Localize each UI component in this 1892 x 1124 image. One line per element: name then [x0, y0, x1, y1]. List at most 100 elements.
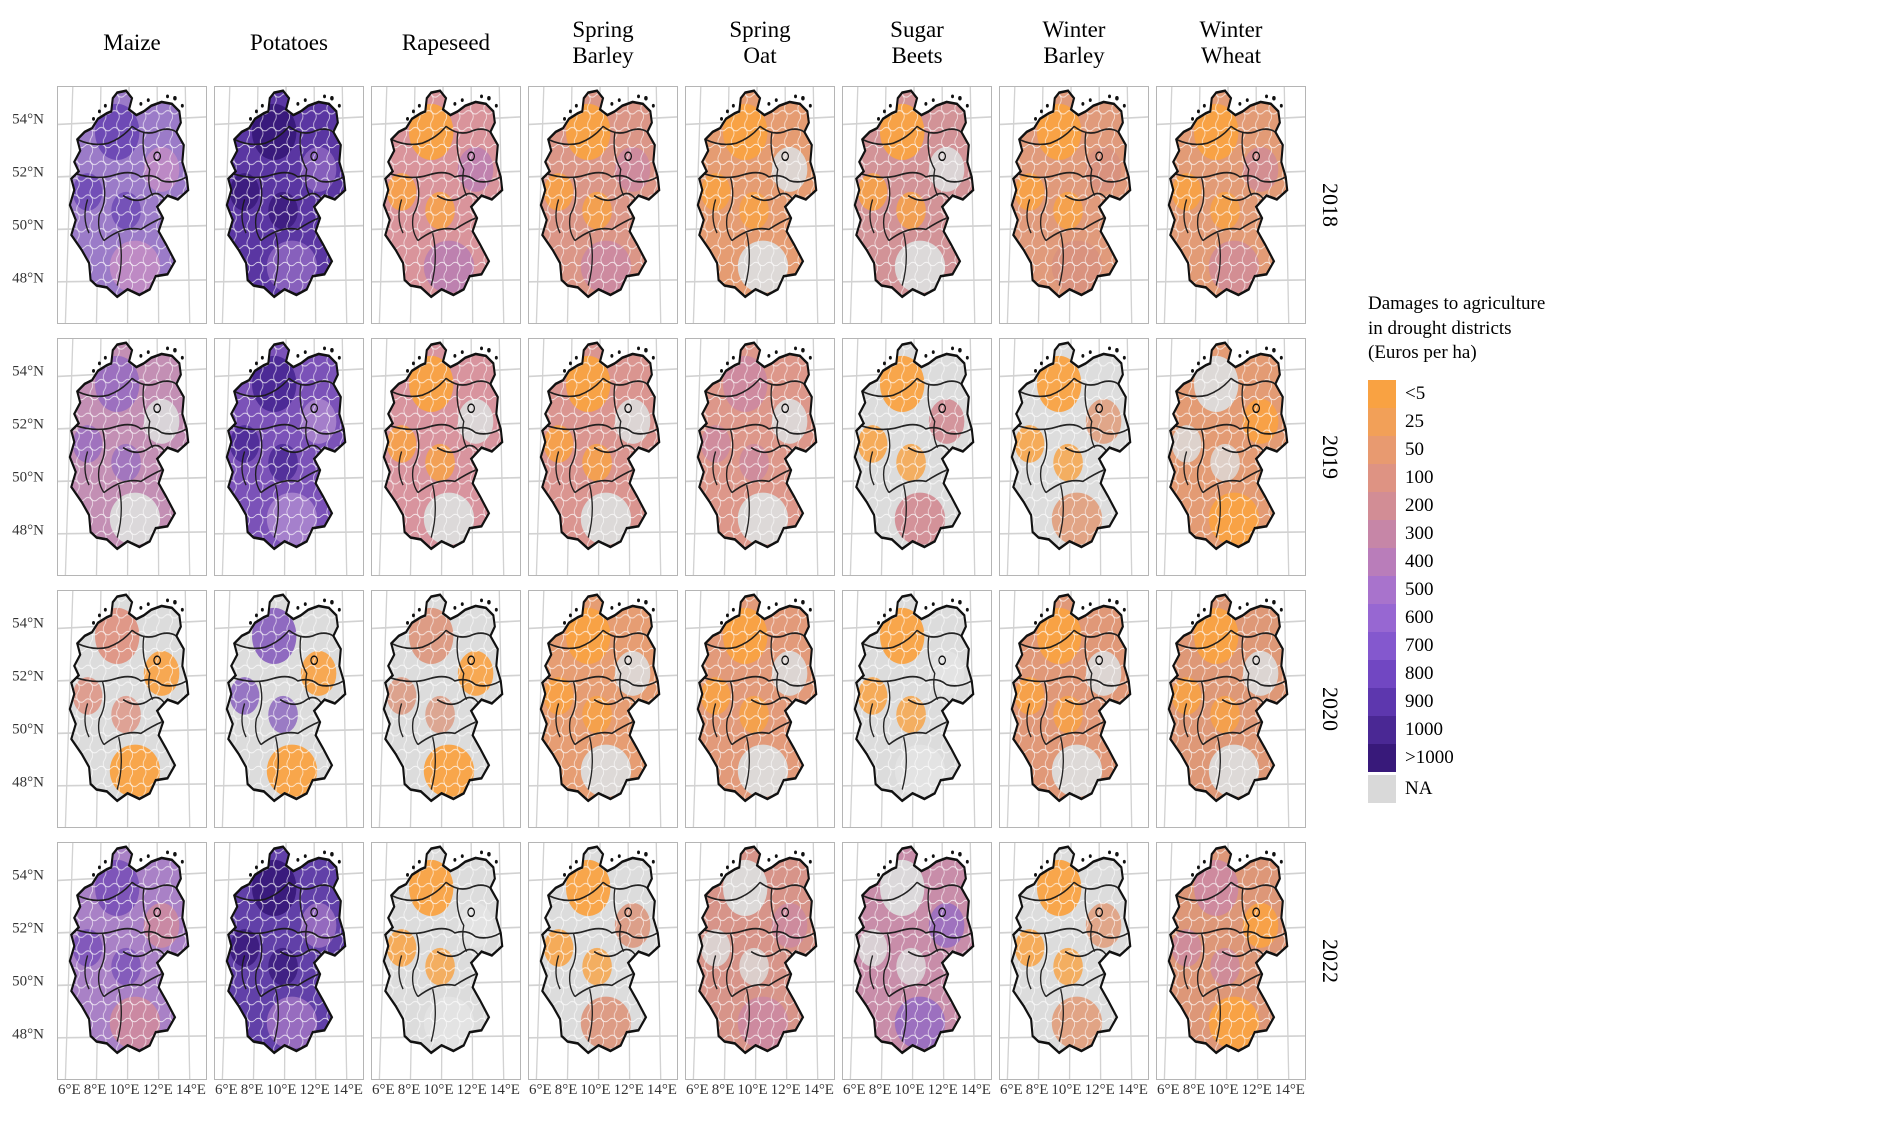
choropleth-map-spring_oat-2018	[686, 87, 834, 323]
berlin-enclave-outline	[938, 151, 947, 162]
x-tick-label: 10°E	[737, 1082, 768, 1098]
berlin-enclave-outline	[467, 907, 476, 918]
berlin-enclave-outline	[624, 655, 633, 666]
choropleth-map-winter_barley-2018	[1000, 87, 1148, 323]
coast-islands	[406, 94, 498, 121]
choropleth-map-maize-2020	[58, 591, 206, 827]
state-borders	[1173, 377, 1287, 538]
coast-islands	[1191, 94, 1283, 121]
legend-label: 300	[1405, 523, 1434, 545]
y-tick-label: 48°N	[12, 522, 44, 539]
map-panel-potatoes-2018	[214, 86, 364, 324]
x-tick-label: 12°E	[927, 1082, 958, 1098]
map-panel-rapeseed-2019	[371, 338, 521, 576]
coast-islands	[1191, 850, 1283, 877]
x-tick-label: 10°E	[266, 1082, 297, 1098]
x-tick-label: 14°E	[489, 1082, 520, 1098]
berlin-enclave-outline	[1252, 655, 1261, 666]
berlin-enclave-outline	[153, 151, 162, 162]
choropleth-map-rapeseed-2019	[372, 339, 520, 575]
x-tick-label: 12°E	[1084, 1082, 1115, 1098]
x-tick-label: 8°E	[1025, 1082, 1049, 1098]
legend-entry-5: <5	[1368, 380, 1598, 409]
x-axis-labels-spring_oat: 6°E 8°E 10°E 12°E 14°E	[685, 1082, 835, 1099]
berlin-enclave-outline	[938, 403, 947, 414]
x-tick-label: 14°E	[175, 1082, 206, 1098]
choropleth-map-spring_barley-2019	[529, 339, 677, 575]
legend-entry-25: 25	[1368, 408, 1598, 437]
x-tick-label: 10°E	[1208, 1082, 1239, 1098]
map-panel-potatoes-2022	[214, 842, 364, 1080]
y-tick-label: 54°N	[12, 363, 44, 380]
berlin-enclave-outline	[1095, 151, 1104, 162]
state-borders	[859, 377, 973, 538]
legend-entry-600: 600	[1368, 604, 1598, 633]
map-panel-winter_wheat-2019	[1156, 338, 1306, 576]
y-tick-label: 48°N	[12, 1026, 44, 1043]
legend-label: 100	[1405, 467, 1434, 489]
x-tick-label: 6°E	[1000, 1082, 1023, 1098]
map-panel-sugar_beets-2022	[842, 842, 992, 1080]
coast-islands	[1191, 346, 1283, 373]
column-headers: Maize Potatoes Rapeseed Spring Barley Spring O…	[57, 6, 1306, 80]
coast-islands	[249, 94, 341, 121]
coast-islands	[720, 94, 812, 121]
x-axis-labels-winter_barley: 6°E 8°E 10°E 12°E 14°E	[999, 1082, 1149, 1099]
legend-entry-300: 300	[1368, 520, 1598, 549]
state-borders	[74, 881, 188, 1042]
map-panel-rapeseed-2022	[371, 842, 521, 1080]
choropleth-map-spring_barley-2018	[529, 87, 677, 323]
x-tick-label: 12°E	[299, 1082, 330, 1098]
x-axis-labels-sugar_beets: 6°E 8°E 10°E 12°E 14°E	[842, 1082, 992, 1099]
x-tick-label: 8°E	[397, 1082, 421, 1098]
legend-swatch	[1368, 520, 1396, 549]
berlin-enclave-outline	[310, 403, 319, 414]
coast-islands	[406, 850, 498, 877]
x-axis-labels-spring_barley: 6°E 8°E 10°E 12°E 14°E	[528, 1082, 678, 1099]
legend-label: 800	[1405, 663, 1434, 685]
state-borders	[859, 629, 973, 790]
row-label-2019: 2019	[1318, 435, 1343, 479]
y-axis-labels: 54°N 52°N 50°N 48°N	[0, 338, 50, 576]
state-borders	[702, 377, 816, 538]
state-borders	[388, 377, 502, 538]
coast-islands	[1034, 850, 1126, 877]
x-tick-label: 14°E	[646, 1082, 677, 1098]
map-panel-spring_oat-2022	[685, 842, 835, 1080]
legend-entry-400: 400	[1368, 548, 1598, 577]
choropleth-map-winter_wheat-2019	[1157, 339, 1305, 575]
map-row-2019: 54°N 52°N 50°N 48°N 2019	[0, 338, 1347, 576]
state-borders	[1016, 377, 1130, 538]
coast-islands	[720, 850, 812, 877]
coast-islands	[563, 850, 655, 877]
legend-entry-NA: NA	[1368, 775, 1598, 804]
column-header-sugar_beets: Sugar Beets	[890, 16, 944, 68]
column-header-rapeseed: Rapeseed	[401, 29, 491, 55]
choropleth-map-winter_wheat-2018	[1157, 87, 1305, 323]
legend-swatch	[1368, 464, 1396, 493]
choropleth-map-maize-2018	[58, 87, 206, 323]
map-row-2022: 54°N 52°N 50°N 48°N 2022	[0, 842, 1347, 1080]
berlin-enclave-outline	[467, 151, 476, 162]
column-header-winter_wheat: Winter Wheat	[1199, 16, 1263, 68]
map-panel-spring_barley-2020	[528, 590, 678, 828]
coast-islands	[249, 346, 341, 373]
x-tick-label: 12°E	[456, 1082, 487, 1098]
coast-islands	[92, 850, 184, 877]
y-tick-label: 54°N	[12, 867, 44, 884]
state-borders	[1016, 125, 1130, 286]
x-tick-label: 8°E	[711, 1082, 735, 1098]
legend-label: NA	[1405, 778, 1433, 800]
map-panel-winter_barley-2019	[999, 338, 1149, 576]
berlin-enclave-outline	[1095, 907, 1104, 918]
berlin-enclave-outline	[938, 907, 947, 918]
state-borders	[231, 629, 345, 790]
choropleth-map-potatoes-2018	[215, 87, 363, 323]
x-tick-label: 6°E	[529, 1082, 552, 1098]
state-borders	[859, 125, 973, 286]
y-tick-label: 50°N	[12, 217, 44, 234]
legend-swatch	[1368, 775, 1396, 804]
choropleth-map-spring_barley-2022	[529, 843, 677, 1079]
berlin-enclave-outline	[1252, 151, 1261, 162]
